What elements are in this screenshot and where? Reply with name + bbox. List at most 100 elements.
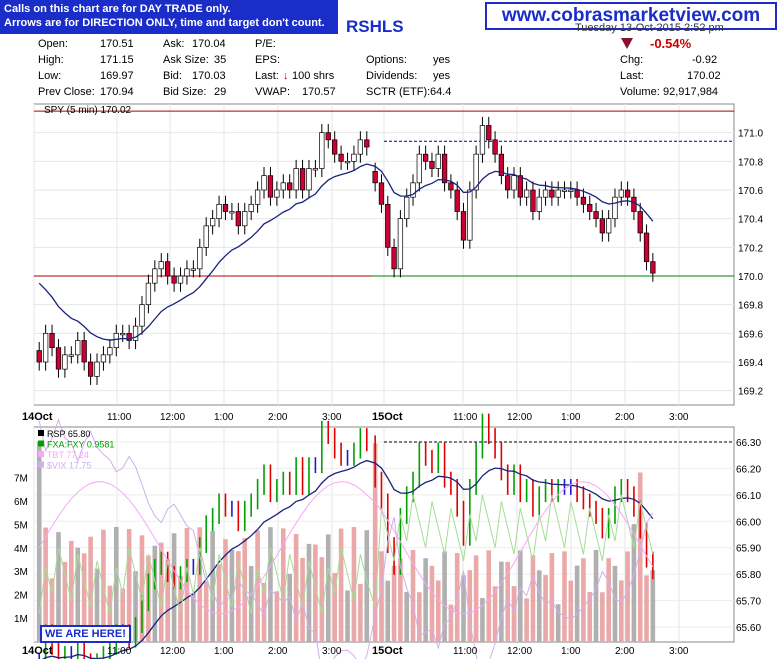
volume-bar bbox=[372, 443, 378, 642]
volume-bar bbox=[473, 555, 479, 642]
candle-up bbox=[248, 203, 254, 212]
candle-up bbox=[410, 182, 416, 198]
volume-bar bbox=[94, 568, 100, 642]
candle-up bbox=[467, 189, 473, 241]
candle-up bbox=[120, 332, 126, 336]
volume-bar bbox=[448, 604, 454, 642]
candle-down bbox=[222, 203, 229, 212]
last-value: 170.02 bbox=[687, 70, 721, 82]
volume-bar bbox=[268, 527, 273, 642]
indicator-panel bbox=[36, 413, 734, 659]
candle-up bbox=[351, 153, 357, 162]
bid-size-label: Bid Size: bbox=[163, 86, 207, 98]
candle-down bbox=[650, 261, 656, 274]
quote-date: Tuesday 13-Oct-2015 2:52 pm bbox=[575, 22, 724, 34]
candle-up bbox=[479, 125, 486, 155]
time-tick-label: 1:00 bbox=[561, 412, 581, 423]
volume-tick-label: 1M bbox=[14, 614, 28, 625]
volume-bar bbox=[398, 558, 403, 642]
volume-bar bbox=[442, 551, 447, 642]
volume-bar bbox=[120, 588, 126, 642]
candle-down bbox=[81, 340, 87, 363]
website-banner[interactable]: www.cobrasmarketview.com bbox=[485, 2, 777, 30]
volume-bar bbox=[410, 550, 416, 642]
indicator-legend-label: $VIX 17.75 bbox=[47, 461, 92, 471]
volume-bar bbox=[113, 527, 119, 642]
candle-up bbox=[209, 218, 216, 227]
candle-down bbox=[517, 175, 523, 198]
candle-down bbox=[325, 132, 331, 141]
price-panel bbox=[36, 116, 656, 385]
time-tick-label: 12:00 bbox=[160, 646, 185, 657]
time-tick-label: 2:00 bbox=[268, 646, 288, 657]
candle-up bbox=[511, 175, 517, 191]
chg-value: -0.92 bbox=[692, 54, 718, 66]
candle-down bbox=[165, 261, 171, 277]
time-tick-label: 3:00 bbox=[322, 646, 342, 657]
chg-label: Chg: bbox=[620, 54, 644, 66]
indicator-tick-label: 66.00 bbox=[736, 517, 761, 528]
candle-down bbox=[391, 246, 397, 270]
tbt-line bbox=[38, 481, 654, 615]
candle-up bbox=[229, 211, 235, 214]
candle-up bbox=[274, 189, 280, 198]
price-tick-label: 170.0 bbox=[738, 272, 763, 283]
dividends-label: Dividends: bbox=[366, 70, 418, 82]
indicator-legend-label: TBT 77.24 bbox=[47, 450, 89, 460]
prev-close-label: Prev Close: bbox=[38, 86, 95, 98]
price-tick-label: 170.6 bbox=[738, 186, 763, 197]
candle-down bbox=[372, 171, 378, 184]
eps-label: EPS: bbox=[255, 54, 281, 66]
candle-up bbox=[261, 175, 267, 191]
volume-bar bbox=[62, 561, 68, 642]
ask-label: Ask: bbox=[163, 38, 185, 50]
candle-down bbox=[55, 347, 62, 370]
volume-bar bbox=[43, 527, 48, 642]
candle-up bbox=[561, 189, 568, 192]
volume-bar bbox=[139, 535, 145, 642]
time-tick-label: 3:00 bbox=[669, 646, 689, 657]
price-tick-label: 169.6 bbox=[738, 329, 763, 340]
indicator-axis: 14Oct 11:00 12:00 1:00 2:00 3:00 15Oct 11:00 12:… bbox=[14, 438, 761, 657]
volume-bar bbox=[133, 571, 138, 642]
candle-down bbox=[235, 211, 241, 227]
volume-bar bbox=[391, 565, 397, 642]
indicator-legend-label: RSP 65.80 bbox=[47, 429, 90, 439]
volume-bar bbox=[293, 534, 299, 642]
candle-up bbox=[197, 246, 203, 270]
candle-up bbox=[254, 189, 261, 205]
volume-bar bbox=[505, 561, 510, 642]
candle-up bbox=[523, 189, 530, 198]
symbol-title: RSHLS bbox=[346, 17, 404, 36]
volume-bar bbox=[417, 592, 422, 642]
time-tick-label: 12:00 bbox=[507, 412, 532, 423]
price-tick-label: 170.4 bbox=[738, 215, 763, 226]
volume-bar bbox=[229, 549, 235, 642]
volume-bar bbox=[36, 442, 42, 642]
dividends-value: yes bbox=[433, 70, 451, 82]
candle-up bbox=[145, 282, 152, 306]
time-tick-label: 11:00 bbox=[107, 412, 132, 423]
volume-bar bbox=[313, 544, 318, 642]
volume-bar bbox=[81, 553, 87, 642]
last-size-label: Last: bbox=[255, 70, 279, 82]
candle-up bbox=[216, 203, 222, 220]
volume-bar bbox=[351, 527, 357, 642]
percent-change: -0.54% bbox=[650, 36, 692, 51]
open-label: Open: bbox=[38, 38, 68, 50]
volume-bar bbox=[152, 545, 158, 642]
candle-down bbox=[505, 175, 511, 191]
legend-swatch bbox=[38, 461, 44, 468]
volume-bar bbox=[88, 536, 93, 642]
price-tick-label: 170.8 bbox=[738, 157, 763, 168]
candle-down bbox=[429, 160, 435, 169]
ask-size-label: Ask Size: bbox=[163, 54, 209, 66]
volume-bar bbox=[631, 524, 637, 642]
candle-up bbox=[62, 354, 68, 370]
candle-up bbox=[416, 153, 422, 184]
down-arrow-icon bbox=[621, 38, 633, 49]
volume-bar bbox=[261, 582, 267, 642]
candle-down bbox=[574, 189, 580, 198]
volume-bar bbox=[184, 527, 190, 642]
candle-down bbox=[631, 196, 637, 212]
